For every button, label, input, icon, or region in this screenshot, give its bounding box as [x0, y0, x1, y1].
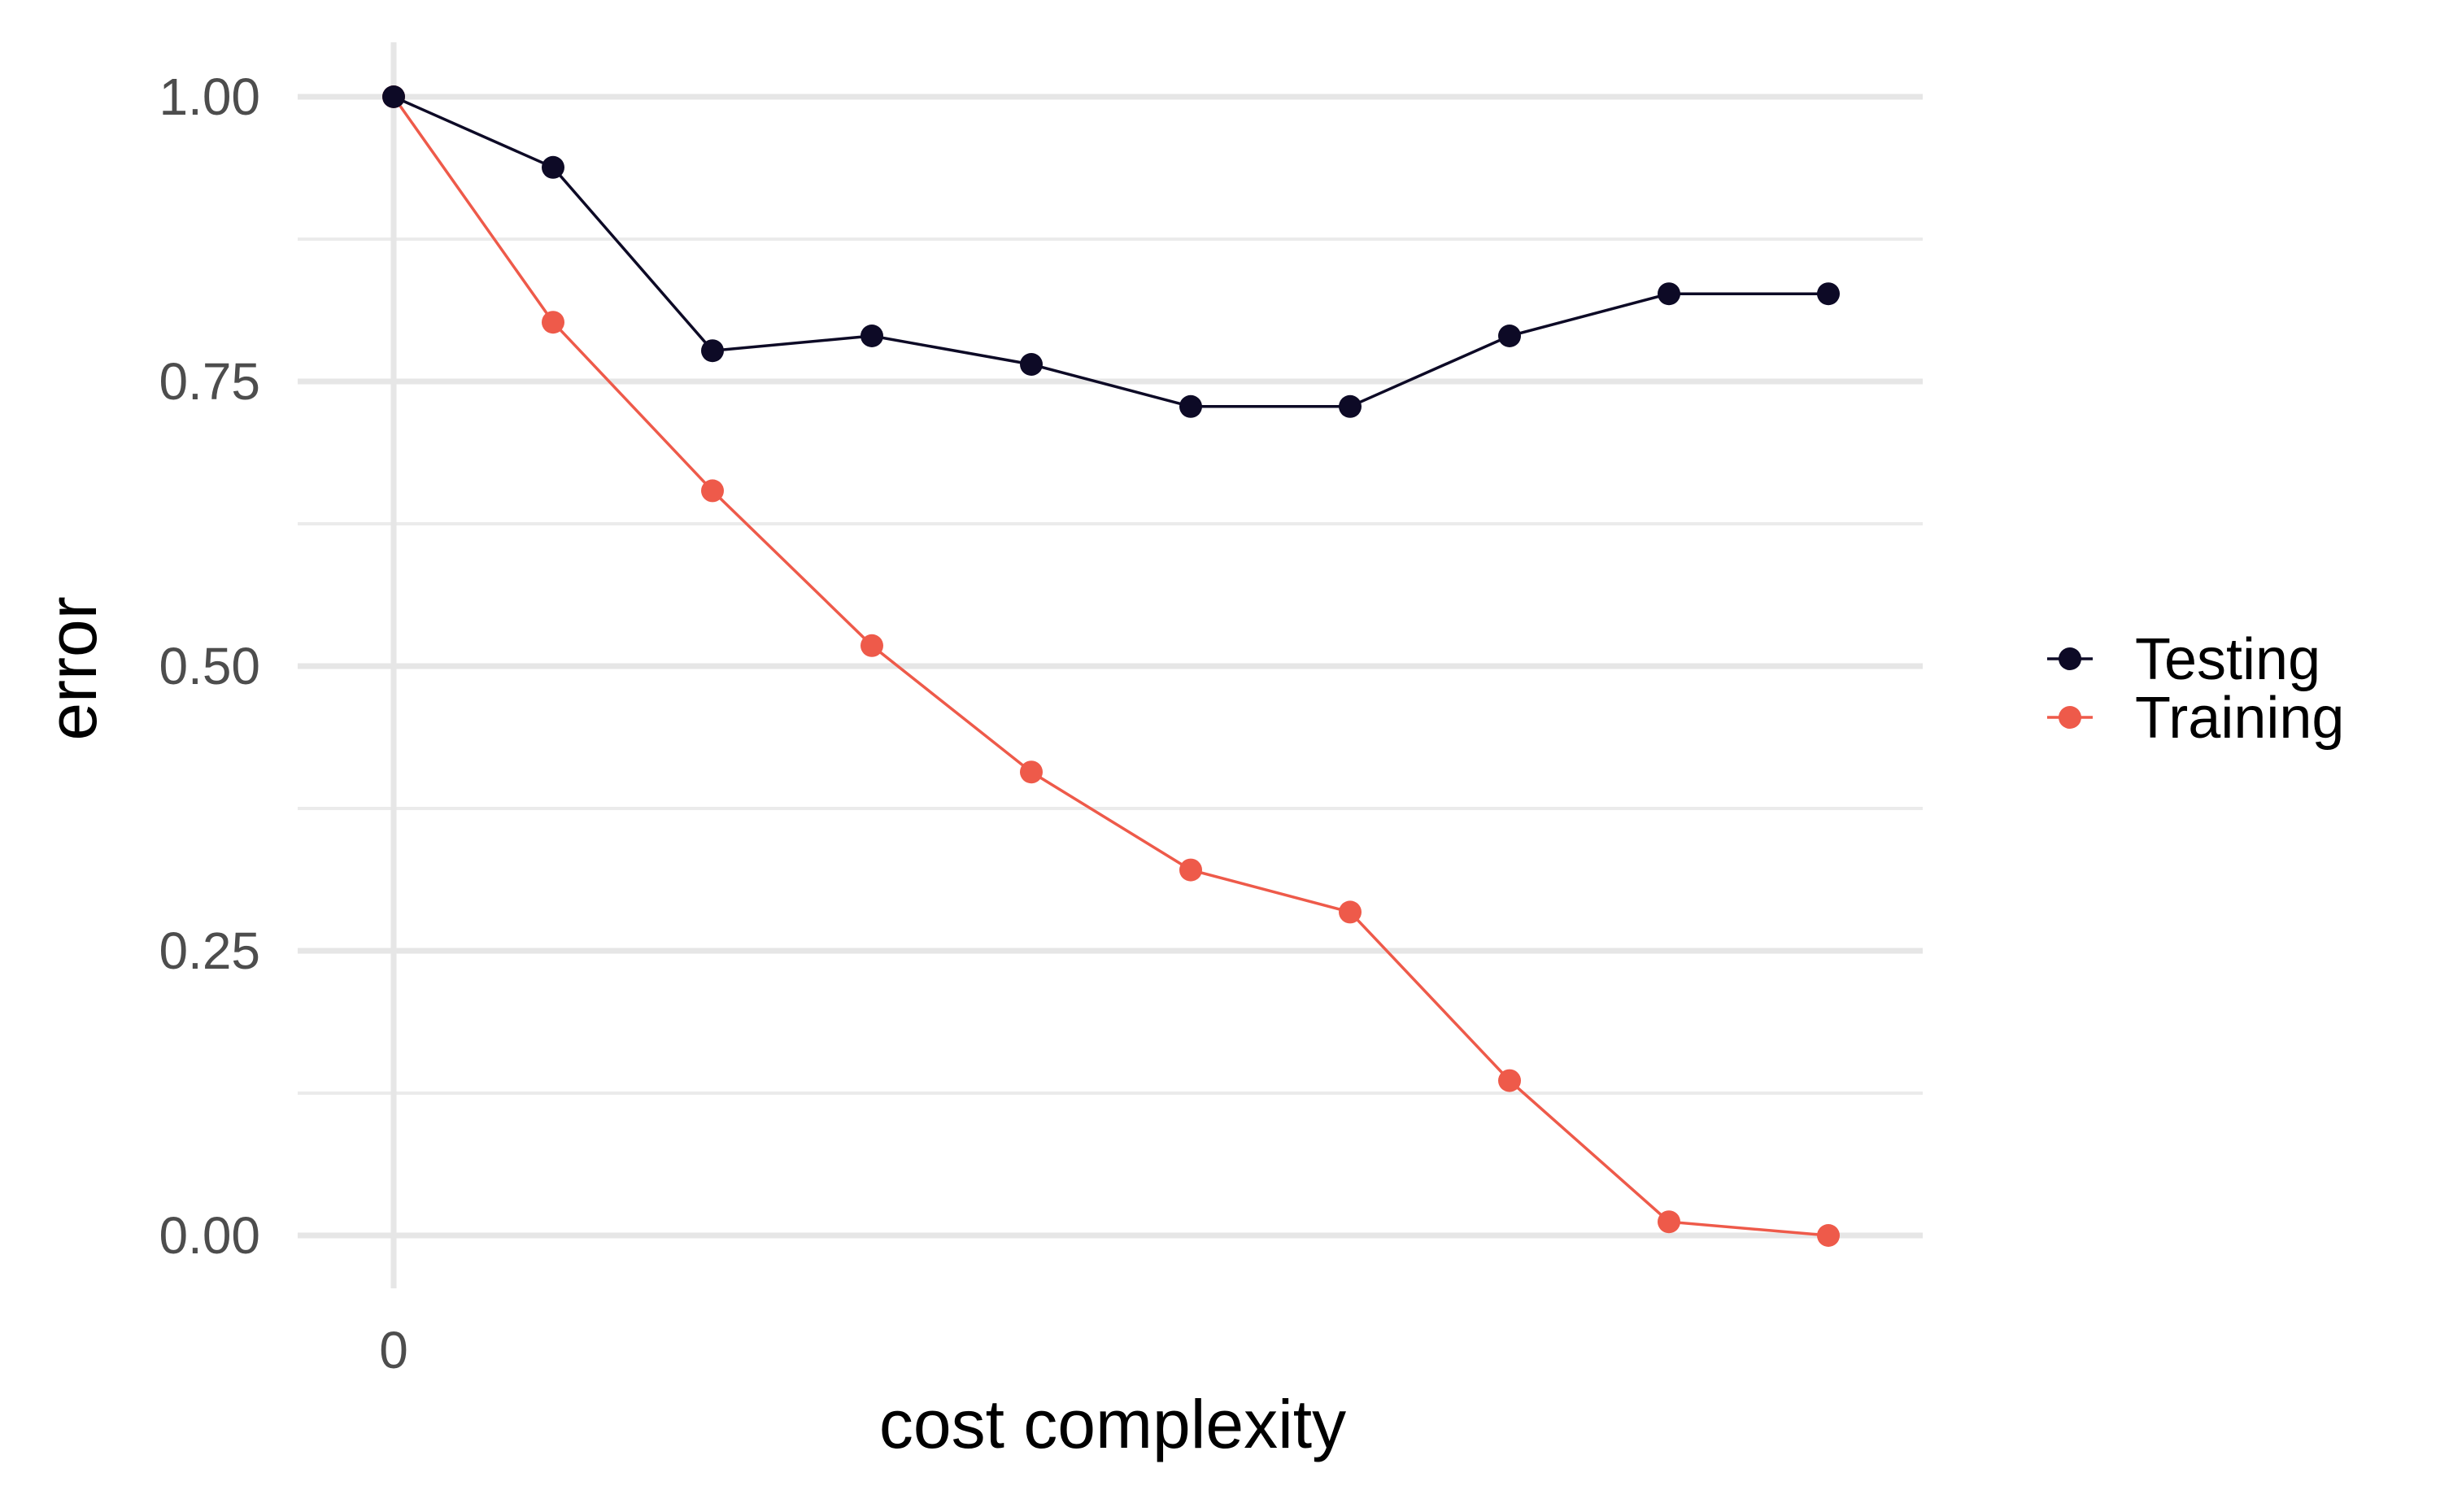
training-data-point: [1179, 858, 1202, 882]
legend-key-point-testing: [2059, 647, 2081, 670]
testing-series-line: [393, 95, 1828, 408]
training-data-point: [1498, 1069, 1521, 1092]
testing-data-point: [1498, 325, 1521, 347]
training-data-point: [861, 634, 883, 657]
grid: [298, 42, 1923, 1288]
y-tick-label: 1.00: [159, 68, 260, 126]
y-tick-label: 0.25: [159, 922, 260, 980]
legend-key-point-training: [2059, 706, 2081, 729]
testing-data-point: [701, 339, 724, 363]
y-axis-title: error: [34, 596, 111, 740]
training-data-point: [1658, 1210, 1680, 1234]
testing-data-point: [542, 155, 564, 179]
y-tick-label: 0.75: [159, 352, 260, 411]
series-layer: [382, 85, 1840, 1247]
training-data-point: [1817, 1224, 1840, 1247]
legend-label-testing: Testing: [2135, 627, 2320, 692]
legend-label-training: Training: [2135, 686, 2344, 751]
testing-data-point: [1339, 394, 1362, 418]
training-series-line: [392, 95, 1829, 1237]
y-tick-label: 0.50: [159, 637, 260, 695]
testing-data-point: [1817, 282, 1840, 306]
x-axis-title: cost complexity: [879, 1386, 1346, 1462]
testing-data-point: [1179, 394, 1202, 418]
testing-data-point: [382, 85, 405, 108]
testing-data-point: [1020, 353, 1043, 376]
training-data-point: [1020, 760, 1043, 784]
testing-data-point: [861, 325, 883, 347]
axes: 0.00 0.25 0.50 0.75 1.00 0: [159, 68, 407, 1379]
y-tick-label: 0.00: [159, 1206, 260, 1265]
testing-data-point: [1658, 282, 1680, 306]
x-tick-label: 0: [379, 1321, 408, 1379]
training-data-point: [701, 479, 724, 503]
training-data-point: [1339, 900, 1362, 924]
training-data-point: [542, 311, 564, 334]
